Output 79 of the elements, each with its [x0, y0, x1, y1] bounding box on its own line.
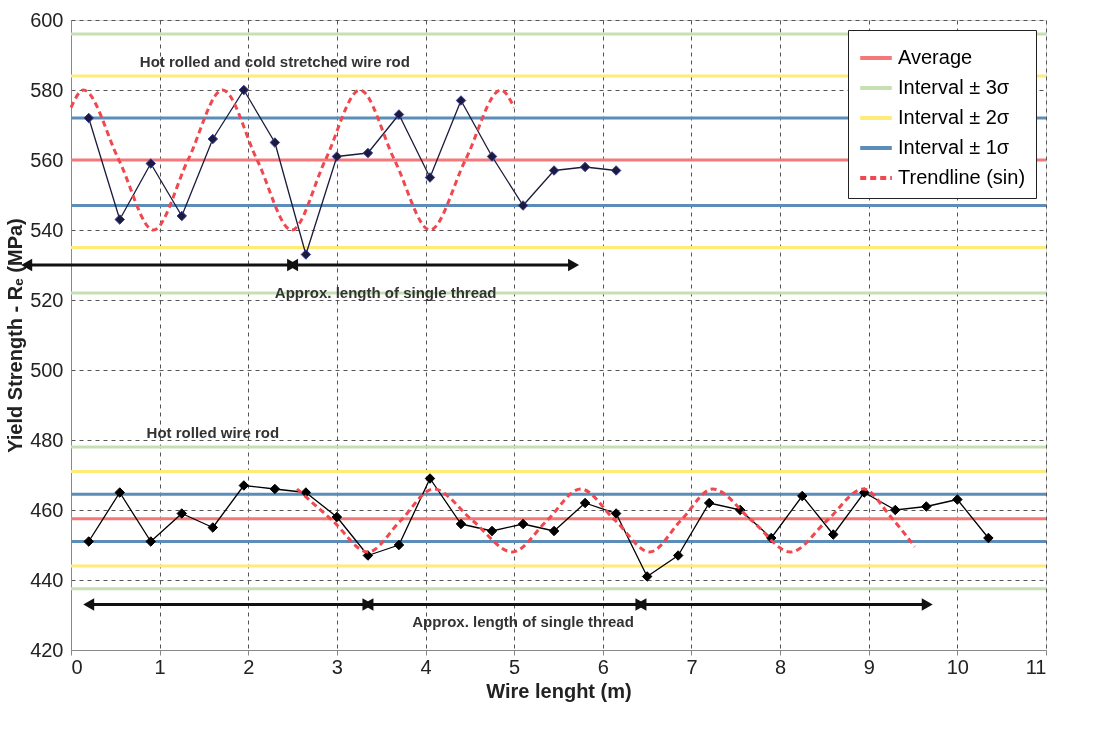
point — [424, 172, 436, 183]
x-tick-label: 0 — [71, 655, 83, 678]
x-tick-label: 6 — [597, 655, 609, 678]
y-tick-label: 580 — [30, 78, 64, 101]
annotation: Approx. length of single thread — [274, 284, 497, 301]
point — [114, 214, 125, 225]
line-series — [69, 88, 516, 232]
point — [548, 525, 560, 537]
point — [983, 532, 994, 544]
x-tick-label: 3 — [331, 655, 343, 678]
point — [331, 151, 343, 162]
point — [517, 200, 529, 211]
x-tick-label: 7 — [686, 655, 698, 678]
point — [672, 550, 684, 561]
point — [300, 249, 312, 260]
point — [610, 165, 622, 176]
point — [362, 147, 374, 159]
point — [610, 508, 622, 519]
y-axis-title: Yield Strength - Rₑ (MPa) — [4, 218, 27, 453]
legend-label: Interval ± 1σ — [898, 136, 1010, 158]
point — [424, 473, 436, 484]
point — [797, 490, 808, 502]
point — [641, 571, 653, 582]
point — [176, 508, 188, 519]
x-tick-label: 9 — [863, 655, 875, 678]
point — [828, 529, 839, 540]
y-tick-label: 420 — [30, 638, 64, 661]
point — [83, 536, 94, 547]
annotation: Hot rolled wire rod — [146, 424, 280, 441]
y-tick-label: 560 — [30, 148, 64, 171]
x-tick-label: 8 — [775, 655, 787, 678]
point — [176, 210, 188, 222]
point — [393, 109, 405, 120]
x-tick-label: 4 — [420, 655, 432, 678]
legend-label: Interval ± 2σ — [898, 106, 1010, 128]
point — [486, 151, 498, 162]
x-tick-label: 10 — [946, 655, 969, 678]
point — [579, 161, 591, 173]
point — [362, 550, 374, 561]
point — [579, 497, 591, 509]
point — [269, 483, 281, 495]
point — [238, 480, 250, 491]
legend-label: Interval ± 3σ — [898, 76, 1010, 98]
point — [300, 487, 312, 498]
x-tick-label: 2 — [243, 655, 255, 678]
point — [114, 487, 125, 498]
x-tick-label: 1 — [154, 655, 166, 678]
legend-label: Trendline (sin) — [898, 166, 1026, 188]
annotation: Hot rolled and cold stretched wire rod — [139, 53, 410, 70]
point — [238, 84, 250, 96]
y-tick-label: 520 — [30, 288, 64, 311]
point — [331, 511, 343, 523]
point — [455, 95, 467, 106]
point — [890, 504, 901, 516]
x-tick-label: 5 — [509, 655, 521, 678]
y-tick-label: 540 — [30, 218, 64, 241]
y-tick-label: 480 — [30, 428, 64, 451]
y-tick-label: 440 — [30, 568, 64, 591]
point — [83, 112, 94, 124]
point — [393, 539, 405, 551]
point — [455, 518, 467, 530]
point — [145, 158, 157, 169]
y-tick-label: 600 — [30, 8, 64, 31]
point — [517, 518, 529, 530]
annotation: Approx. length of single thread — [412, 613, 634, 630]
x-axis-title: Wire lenght (m) — [486, 679, 632, 702]
point — [145, 536, 157, 547]
point — [921, 501, 932, 512]
point — [703, 497, 715, 509]
y-tick-label: 500 — [30, 358, 64, 381]
point — [269, 137, 281, 148]
point — [952, 494, 963, 505]
point — [207, 522, 219, 533]
point — [207, 133, 219, 145]
point — [548, 165, 560, 176]
x-tick-label: 11 — [1025, 655, 1047, 678]
legend-label: Average — [898, 46, 973, 68]
point — [486, 525, 498, 537]
y-tick-label: 460 — [30, 498, 64, 521]
